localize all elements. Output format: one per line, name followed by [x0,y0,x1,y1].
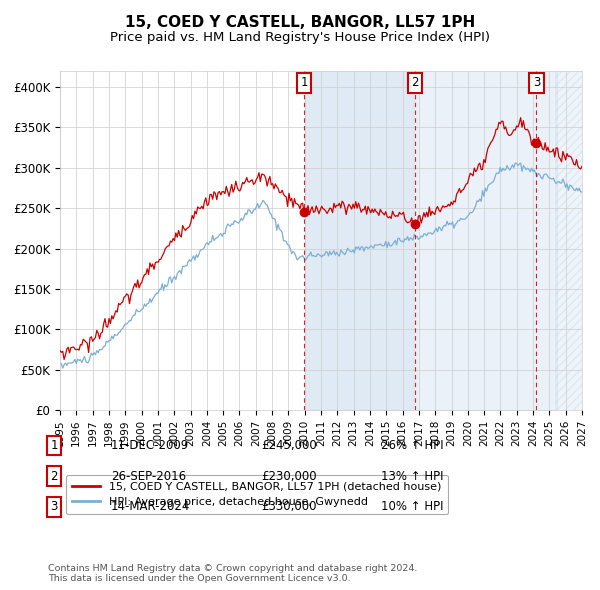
Text: £230,000: £230,000 [261,470,317,483]
Text: Contains HM Land Registry data © Crown copyright and database right 2024.
This d: Contains HM Land Registry data © Crown c… [48,563,418,583]
Text: £330,000: £330,000 [261,500,317,513]
Text: 1: 1 [50,439,58,452]
Text: £245,000: £245,000 [261,439,317,452]
Legend: 15, COED Y CASTELL, BANGOR, LL57 1PH (detached house), HPI: Average price, detac: 15, COED Y CASTELL, BANGOR, LL57 1PH (de… [65,475,448,514]
Text: 11-DEC-2009: 11-DEC-2009 [111,439,189,452]
Text: 2: 2 [411,77,419,90]
Text: 26-SEP-2016: 26-SEP-2016 [111,470,186,483]
Text: 14-MAR-2024: 14-MAR-2024 [111,500,190,513]
Text: 3: 3 [533,77,540,90]
Text: 26% ↑ HPI: 26% ↑ HPI [381,439,443,452]
Text: 15, COED Y CASTELL, BANGOR, LL57 1PH: 15, COED Y CASTELL, BANGOR, LL57 1PH [125,15,475,30]
Text: Price paid vs. HM Land Registry's House Price Index (HPI): Price paid vs. HM Land Registry's House … [110,31,490,44]
Text: 3: 3 [50,500,58,513]
Text: 10% ↑ HPI: 10% ↑ HPI [381,500,443,513]
Text: 1: 1 [300,77,308,90]
Text: 2: 2 [50,470,58,483]
Text: 13% ↑ HPI: 13% ↑ HPI [381,470,443,483]
